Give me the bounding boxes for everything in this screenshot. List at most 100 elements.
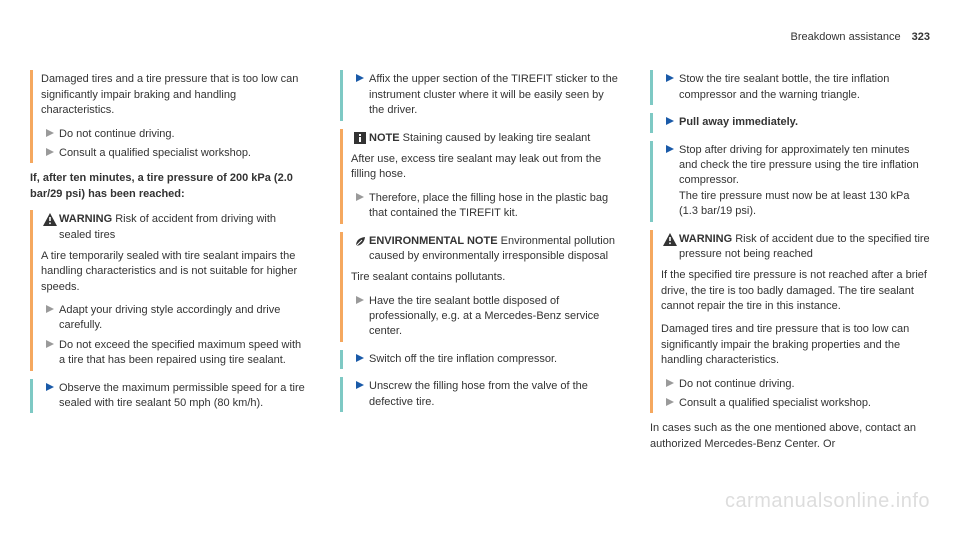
step-affix-sticker: Affix the upper section of the TIREFIT s… <box>340 70 620 120</box>
callout-bar <box>340 232 343 342</box>
arrow-icon <box>351 191 369 222</box>
warning-box-sealed-tires: WARNING Risk of accident from driving wi… <box>30 210 310 371</box>
step-text: Switch off the tire inflation compressor… <box>369 352 620 367</box>
callout-body: Pull away immediately. <box>661 113 930 132</box>
arrow-icon <box>351 294 369 340</box>
callout-bar <box>650 113 653 132</box>
callout-bar <box>30 70 33 163</box>
step-line1: Stop after driving for approximately ten… <box>679 144 919 187</box>
arrow-icon <box>41 303 59 334</box>
callout-body: Stop after driving for approximately ten… <box>661 141 930 222</box>
arrow-icon <box>661 396 679 411</box>
note-subtitle: Staining caused by leaking tire sealant <box>403 132 591 144</box>
warning-box-pressure: WARNING Risk of accident due to the spec… <box>650 230 930 414</box>
warning-triangle-icon <box>661 232 679 263</box>
callout-bar <box>340 129 343 224</box>
note-title: NOTE Staining caused by leaking tire sea… <box>369 131 620 146</box>
pressure-reached-heading: If, after ten minutes, a tire pressure o… <box>30 171 310 202</box>
bullet-text: Do not continue driving. <box>679 377 930 392</box>
step-observe-speed: Observe the maximum permissible speed fo… <box>30 379 310 414</box>
bullet-text: Consult a qualified specialist workshop. <box>59 146 310 161</box>
arrow-icon <box>661 143 679 220</box>
page-number: 323 <box>912 31 930 43</box>
warning-title: WARNING Risk of accident from driving wi… <box>59 212 310 243</box>
bullet-item: Do not exceed the specified maximum spee… <box>41 338 310 369</box>
warning-para: Damaged tires and tire pressure that is … <box>661 322 930 368</box>
step-line2: The tire pressure must now be at least 1… <box>679 190 910 217</box>
note-header: NOTE Staining caused by leaking tire sea… <box>351 131 620 146</box>
bullet-text: Therefore, place the filling hose in the… <box>369 191 620 222</box>
page-header: Breakdown assistance 323 <box>30 30 930 45</box>
callout-bar <box>30 210 33 371</box>
env-para: Tire sealant contains pollutants. <box>351 270 620 285</box>
arrow-icon <box>661 377 679 392</box>
warning-label: WARNING <box>679 233 732 245</box>
tail-para: In cases such as the one mentioned above… <box>650 421 930 452</box>
warning-para: A tire temporarily sealed with tire seal… <box>41 249 310 295</box>
step-switch-off: Switch off the tire inflation compressor… <box>340 350 620 369</box>
warning-box-braking: Damaged tires and a tire pressure that i… <box>30 70 310 163</box>
callout-bar <box>340 350 343 369</box>
note-box-staining: NOTE Staining caused by leaking tire sea… <box>340 129 620 224</box>
arrow-icon <box>661 72 679 103</box>
header-title: Breakdown assistance <box>791 31 901 43</box>
callout-body: WARNING Risk of accident due to the spec… <box>661 230 930 414</box>
warning-triangle-icon <box>41 212 59 243</box>
bullet-item: Do not continue driving. <box>661 377 930 392</box>
watermark: carmanualsonline.info <box>725 487 930 515</box>
step-text: Pull away immediately. <box>679 115 930 130</box>
arrow-icon <box>351 72 369 118</box>
callout-body: Affix the upper section of the TIREFIT s… <box>351 70 620 120</box>
warning-header: WARNING Risk of accident due to the spec… <box>661 232 930 263</box>
callout-body: Damaged tires and a tire pressure that i… <box>41 70 310 163</box>
step-stow-bottle: Stow the tire sealant bottle, the tire i… <box>650 70 930 105</box>
callout-body: Observe the maximum permissible speed fo… <box>41 379 310 414</box>
env-label: ENVIRONMENTAL NOTE <box>369 235 498 247</box>
arrow-icon <box>351 379 369 410</box>
callout-body: WARNING Risk of accident from driving wi… <box>41 210 310 371</box>
column-1: Damaged tires and a tire pressure that i… <box>30 70 310 460</box>
bullet-item: Therefore, place the filling hose in the… <box>351 191 620 222</box>
bullet-item: Adapt your driving style accordingly and… <box>41 303 310 334</box>
env-title: ENVIRONMENTAL NOTE Environmental polluti… <box>369 234 620 265</box>
arrow-icon <box>41 127 59 142</box>
arrow-icon <box>41 338 59 369</box>
step-text: Unscrew the filling hose from the valve … <box>369 379 620 410</box>
bullet-item: Consult a qualified specialist workshop. <box>41 146 310 161</box>
callout-bar <box>650 230 653 414</box>
content-columns: Damaged tires and a tire pressure that i… <box>30 70 930 460</box>
step-text: Affix the upper section of the TIREFIT s… <box>369 72 620 118</box>
bullet-text: Have the tire sealant bottle disposed of… <box>369 294 620 340</box>
step-unscrew-hose: Unscrew the filling hose from the valve … <box>340 377 620 412</box>
info-icon <box>351 131 369 146</box>
column-3: Stow the tire sealant bottle, the tire i… <box>650 70 930 460</box>
callout-bar <box>650 70 653 105</box>
warning-title: WARNING Risk of accident due to the spec… <box>679 232 930 263</box>
callout-bar <box>650 141 653 222</box>
bullet-text: Do not exceed the specified maximum spee… <box>59 338 310 369</box>
note-para: After use, excess tire sealant may leak … <box>351 152 620 183</box>
callout-intro: Damaged tires and a tire pressure that i… <box>41 72 310 118</box>
step-stop-check: Stop after driving for approximately ten… <box>650 141 930 222</box>
bullet-item: Do not continue driving. <box>41 127 310 142</box>
bullet-item: Have the tire sealant bottle disposed of… <box>351 294 620 340</box>
callout-bar <box>340 377 343 412</box>
bullet-text: Do not continue driving. <box>59 127 310 142</box>
note-label: NOTE <box>369 132 400 144</box>
bullet-text: Consult a qualified specialist workshop. <box>679 396 930 411</box>
callout-body: Unscrew the filling hose from the valve … <box>351 377 620 412</box>
callout-body: ENVIRONMENTAL NOTE Environmental polluti… <box>351 232 620 342</box>
callout-body: Stow the tire sealant bottle, the tire i… <box>661 70 930 105</box>
column-2: Affix the upper section of the TIREFIT s… <box>340 70 620 460</box>
warning-para: If the specified tire pressure is not re… <box>661 268 930 314</box>
step-text: Stow the tire sealant bottle, the tire i… <box>679 72 930 103</box>
callout-body: Switch off the tire inflation compressor… <box>351 350 620 369</box>
warning-header: WARNING Risk of accident from driving wi… <box>41 212 310 243</box>
env-header: ENVIRONMENTAL NOTE Environmental polluti… <box>351 234 620 265</box>
callout-bar <box>340 70 343 120</box>
step-text: Observe the maximum permissible speed fo… <box>59 381 310 412</box>
warning-label: WARNING <box>59 213 112 225</box>
step-text: Stop after driving for approximately ten… <box>679 143 930 220</box>
callout-bar <box>30 379 33 414</box>
arrow-icon <box>41 381 59 412</box>
